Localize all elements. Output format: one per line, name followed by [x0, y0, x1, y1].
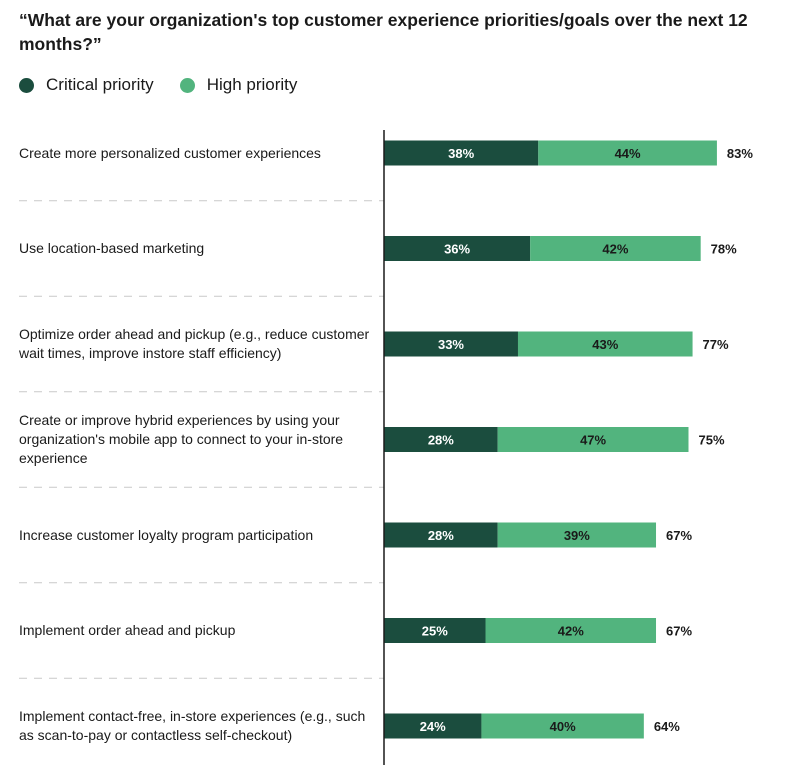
bar-high [497, 427, 689, 452]
legend-item-critical: Critical priority [19, 75, 154, 95]
data-label-critical: 28% [428, 528, 454, 543]
category-label: Use location-based marketing [19, 240, 205, 256]
bar-critical [384, 140, 539, 166]
data-label-total: 64% [654, 719, 680, 734]
category-label: Increase customer loyalty program partic… [19, 526, 314, 543]
data-label-total: 83% [727, 146, 753, 161]
bar-critical [384, 522, 498, 548]
legend-swatch-high [179, 77, 195, 93]
data-label-total: 67% [666, 624, 692, 639]
bar-high [538, 140, 717, 166]
category-label: Implement order ahead and pickup [19, 622, 236, 638]
data-label-critical: 24% [420, 719, 446, 734]
bar-critical [384, 331, 518, 357]
category-label: Create more personalized customer experi… [19, 144, 321, 161]
data-label-high: 39% [564, 528, 590, 543]
legend-swatch-critical [19, 77, 34, 93]
data-label-high: 42% [602, 242, 628, 257]
bar-high [481, 713, 644, 739]
data-label-high: 40% [550, 719, 576, 734]
bar-high [530, 236, 701, 261]
data-label-critical: 33% [438, 337, 464, 352]
data-label-critical: 36% [444, 242, 470, 257]
chart-legend: Critical priority High priority [19, 72, 323, 98]
bar-critical [384, 427, 498, 452]
bar-critical [384, 236, 531, 261]
legend-label-high: High priority [206, 75, 298, 94]
category-label: Optimize order ahead and pickup (e.g., r… [19, 326, 370, 361]
data-label-high: 43% [592, 337, 618, 352]
data-label-high: 44% [615, 146, 641, 161]
bar-high [485, 618, 657, 643]
data-label-high: 42% [558, 624, 584, 639]
legend-item-high: High priority [179, 75, 298, 95]
data-label-critical: 25% [422, 624, 448, 639]
data-label-high: 47% [580, 433, 606, 448]
data-label-critical: 38% [448, 146, 474, 161]
data-label-total: 78% [711, 242, 737, 257]
chart-title: “What are your organization's top custom… [19, 10, 748, 54]
data-label-total: 67% [666, 528, 692, 543]
data-label-total: 77% [703, 337, 729, 352]
legend-label-critical: Critical priority [46, 75, 154, 94]
bar-critical [384, 713, 482, 739]
bar-high [517, 331, 693, 357]
category-label: Create or improve hybrid experiences by … [19, 412, 344, 466]
data-label-critical: 28% [428, 433, 454, 448]
bar-critical [384, 618, 486, 643]
data-label-total: 75% [699, 433, 725, 448]
category-label: Implement contact-free, in-store experie… [19, 708, 366, 743]
bar-high [497, 522, 657, 548]
